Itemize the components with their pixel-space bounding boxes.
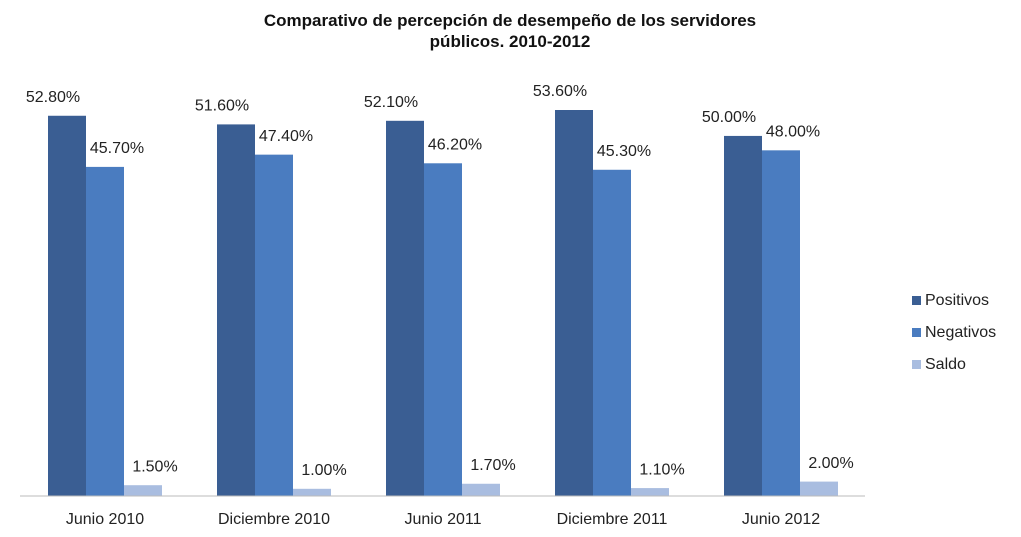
bar bbox=[593, 169, 631, 496]
data-label: 50.00% bbox=[702, 109, 756, 126]
bar bbox=[800, 481, 838, 496]
data-label: 52.80% bbox=[26, 89, 80, 106]
x-tick-label: Diciembre 2010 bbox=[218, 511, 330, 528]
bar bbox=[86, 166, 124, 496]
data-label: 46.20% bbox=[428, 137, 482, 154]
data-label: 2.00% bbox=[808, 455, 853, 472]
bar bbox=[724, 135, 762, 497]
legend-label: Negativos bbox=[925, 324, 996, 341]
bar bbox=[48, 115, 86, 496]
legend-swatch bbox=[912, 296, 921, 305]
legend-label: Positivos bbox=[925, 292, 989, 309]
data-label: 1.10% bbox=[639, 461, 684, 478]
bar bbox=[293, 488, 331, 496]
data-label: 47.40% bbox=[259, 128, 313, 145]
x-tick-label: Diciembre 2011 bbox=[557, 511, 668, 528]
data-label: 51.60% bbox=[195, 98, 249, 115]
data-label: 45.30% bbox=[597, 143, 651, 160]
chart-title: Comparativo de percepción de desempeño d… bbox=[263, 11, 757, 51]
bar bbox=[217, 124, 255, 496]
x-tick-label: Junio 2011 bbox=[404, 511, 481, 528]
data-label: 48.00% bbox=[766, 124, 820, 141]
data-label: 1.70% bbox=[470, 457, 515, 474]
data-label: 1.50% bbox=[132, 458, 177, 475]
bar bbox=[255, 154, 293, 497]
x-tick-label: Junio 2010 bbox=[66, 511, 144, 528]
data-label: 53.60% bbox=[533, 83, 587, 100]
bar bbox=[424, 163, 462, 496]
bar bbox=[462, 483, 500, 496]
x-tick-label: Junio 2012 bbox=[742, 511, 820, 528]
legend-swatch bbox=[912, 328, 921, 337]
bar bbox=[386, 120, 424, 496]
data-label: 45.70% bbox=[90, 140, 144, 157]
data-label: 52.10% bbox=[364, 94, 418, 111]
bar bbox=[631, 488, 669, 496]
data-label: 1.00% bbox=[301, 462, 346, 479]
bar bbox=[762, 150, 800, 496]
bar bbox=[124, 485, 162, 496]
legend-label: Saldo bbox=[925, 356, 966, 373]
bar bbox=[555, 110, 593, 496]
legend-swatch bbox=[912, 360, 921, 369]
